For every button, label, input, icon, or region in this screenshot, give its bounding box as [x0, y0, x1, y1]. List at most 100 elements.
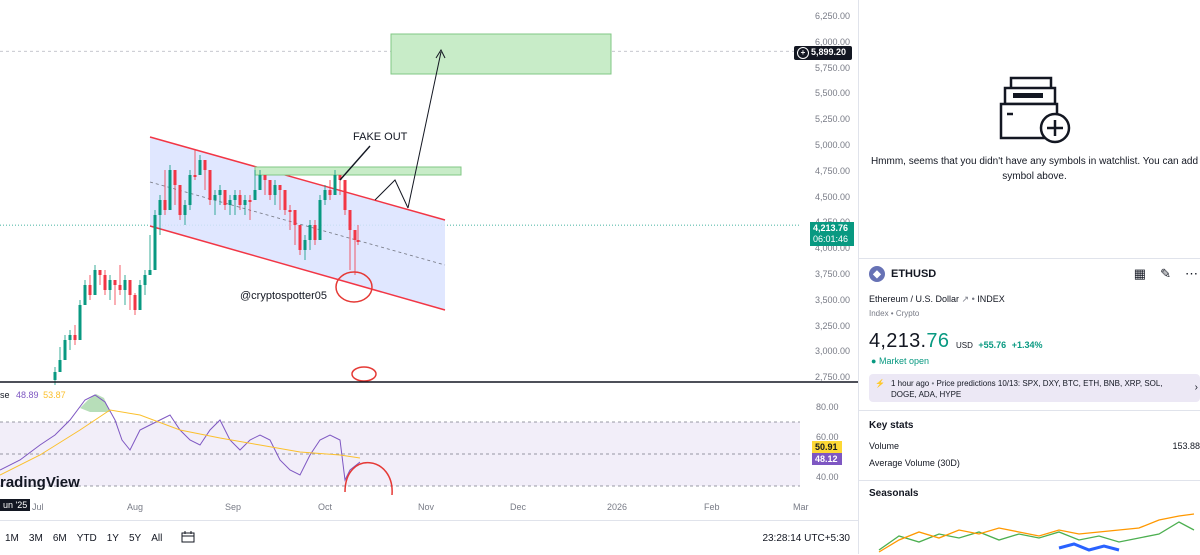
- period-button[interactable]: 5Y: [128, 532, 142, 544]
- rsi-legend[interactable]: se 48.89 53.87: [0, 390, 66, 400]
- external-link-icon[interactable]: ↗: [961, 294, 970, 304]
- period-selector: 1M 3M 6M YTD 1Y 5Y All: [0, 533, 167, 544]
- clock-timezone[interactable]: 23:28:14 UTC+5:30: [762, 532, 850, 544]
- candle-body: [118, 285, 122, 290]
- candle-body: [353, 230, 357, 240]
- channel-lower-line: [149, 225, 446, 311]
- candle-body: [153, 215, 157, 270]
- candle-body: [168, 170, 172, 210]
- candle-body: [298, 225, 302, 250]
- candle-body: [138, 285, 142, 310]
- candle-body: [83, 285, 87, 305]
- chevron-right-icon[interactable]: ›: [1194, 382, 1198, 393]
- rsi-tag: 48.12: [812, 453, 842, 465]
- candle-body: [58, 360, 62, 372]
- candle-body: [243, 200, 247, 205]
- time-tick: Nov: [418, 502, 435, 512]
- candle-body: [218, 190, 222, 195]
- symbol-name[interactable]: ETHUSD: [891, 268, 937, 280]
- candle-body: [113, 280, 117, 285]
- time-tick: Oct: [318, 502, 333, 512]
- price-tick: 2,750.00: [815, 372, 851, 383]
- bullet-separator: •: [931, 379, 937, 388]
- price-tick: 4,750.00: [815, 165, 851, 176]
- period-button[interactable]: 6M: [52, 532, 67, 544]
- candle-body: [288, 210, 292, 212]
- panel-divider[interactable]: [858, 0, 859, 554]
- status-dot-icon: ●: [871, 356, 877, 366]
- candle-body: [333, 175, 337, 195]
- divider: [859, 410, 1200, 411]
- candle-body: [308, 225, 312, 240]
- candle-body: [143, 275, 147, 285]
- last-price: 4,213.76: [869, 330, 949, 353]
- fake-out-arrow: [339, 145, 371, 181]
- rsi-ma-tag: 50.91: [812, 441, 842, 453]
- price-tick: 3,750.00: [815, 269, 851, 279]
- news-item[interactable]: ⚡ 1 hour ago • Price predictions 10/13: …: [869, 374, 1200, 402]
- symbol-header[interactable]: ◆ ETHUSD: [869, 266, 936, 282]
- rsi-ma-line: [0, 409, 361, 476]
- candle-body: [348, 210, 352, 230]
- candle-body: [228, 200, 232, 205]
- candle-body: [313, 225, 317, 240]
- time-tick: Mar: [793, 502, 809, 512]
- candle-body: [198, 160, 202, 175]
- target-arrowhead: [435, 48, 446, 59]
- more-options-icon[interactable]: ⋯: [1185, 266, 1198, 281]
- candle-body: [318, 200, 322, 240]
- candle-body: [303, 240, 307, 250]
- candle-body: [223, 190, 227, 205]
- resistance-zone: [254, 166, 462, 176]
- candle-body: [183, 205, 187, 215]
- rsi-overbought-fill: [80, 394, 110, 412]
- period-button[interactable]: YTD: [76, 532, 97, 544]
- news-headline: Price predictions 10/13: SPX, DXY, BTC, …: [891, 379, 1163, 399]
- watchlist-empty-message: Hmmm, seems that you didn't have any sym…: [870, 156, 1199, 182]
- time-tick: 2026: [607, 502, 628, 512]
- stat-value: 153.88: [1172, 441, 1200, 451]
- candle-body: [338, 175, 342, 180]
- candle-body: [253, 190, 257, 200]
- price-integer: 4,213.: [869, 330, 927, 352]
- grid-layout-icon[interactable]: ▦: [1133, 266, 1147, 281]
- rsi-tick: 80.00: [816, 402, 839, 412]
- candle-body: [343, 180, 347, 210]
- price-tick: 4,500.00: [815, 191, 851, 202]
- period-button[interactable]: All: [151, 532, 163, 544]
- chart-area[interactable]: [0, 0, 858, 554]
- price-change-percent: +1.34%: [1011, 340, 1043, 350]
- key-stats-title[interactable]: Key stats: [869, 420, 914, 431]
- channel-upper-line: [149, 136, 446, 221]
- edit-icon[interactable]: ✎: [1160, 266, 1171, 281]
- candle-body: [356, 240, 360, 242]
- exchange-name: INDEX: [977, 294, 1005, 304]
- period-button[interactable]: 1M: [5, 532, 19, 544]
- time-tick: Jul: [32, 502, 44, 512]
- candle-body: [93, 270, 97, 295]
- seasonals-chart[interactable]: [869, 510, 1200, 554]
- candle-body: [123, 280, 127, 290]
- candle-body: [273, 185, 277, 195]
- divider: [859, 258, 1200, 259]
- seasonals-title[interactable]: Seasonals: [869, 488, 919, 499]
- bullet-separator: •: [971, 294, 975, 304]
- date-range-badge: un '25: [0, 499, 31, 511]
- price-tick: 5,500.00: [815, 88, 851, 99]
- stat-volume: Volume 153.88: [869, 441, 1200, 451]
- symbol-description[interactable]: Ethereum / U.S. Dollar: [869, 294, 960, 304]
- candle-body: [173, 170, 177, 185]
- crosshair-plus-icon[interactable]: +: [797, 47, 809, 59]
- tradingview-logo[interactable]: radingView: [0, 474, 80, 491]
- market-status: ● Market open: [871, 356, 929, 366]
- calendar-range-icon[interactable]: [181, 530, 195, 546]
- period-button[interactable]: 1Y: [106, 532, 119, 544]
- candle-body: [233, 195, 237, 200]
- candle-body: [148, 270, 152, 275]
- price-tick: 3,500.00: [815, 294, 851, 305]
- right-panel: Hmmm, seems that you didn't have any sym…: [859, 0, 1200, 554]
- price-chart[interactable]: [0, 0, 858, 554]
- price-tick: 5,750.00: [815, 62, 851, 73]
- candle-body: [73, 335, 77, 340]
- period-button[interactable]: 3M: [28, 532, 43, 544]
